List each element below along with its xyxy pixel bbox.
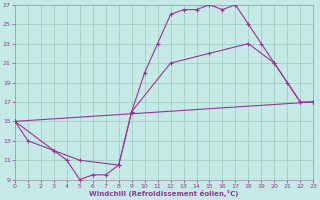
X-axis label: Windchill (Refroidissement éolien,°C): Windchill (Refroidissement éolien,°C) — [89, 190, 239, 197]
